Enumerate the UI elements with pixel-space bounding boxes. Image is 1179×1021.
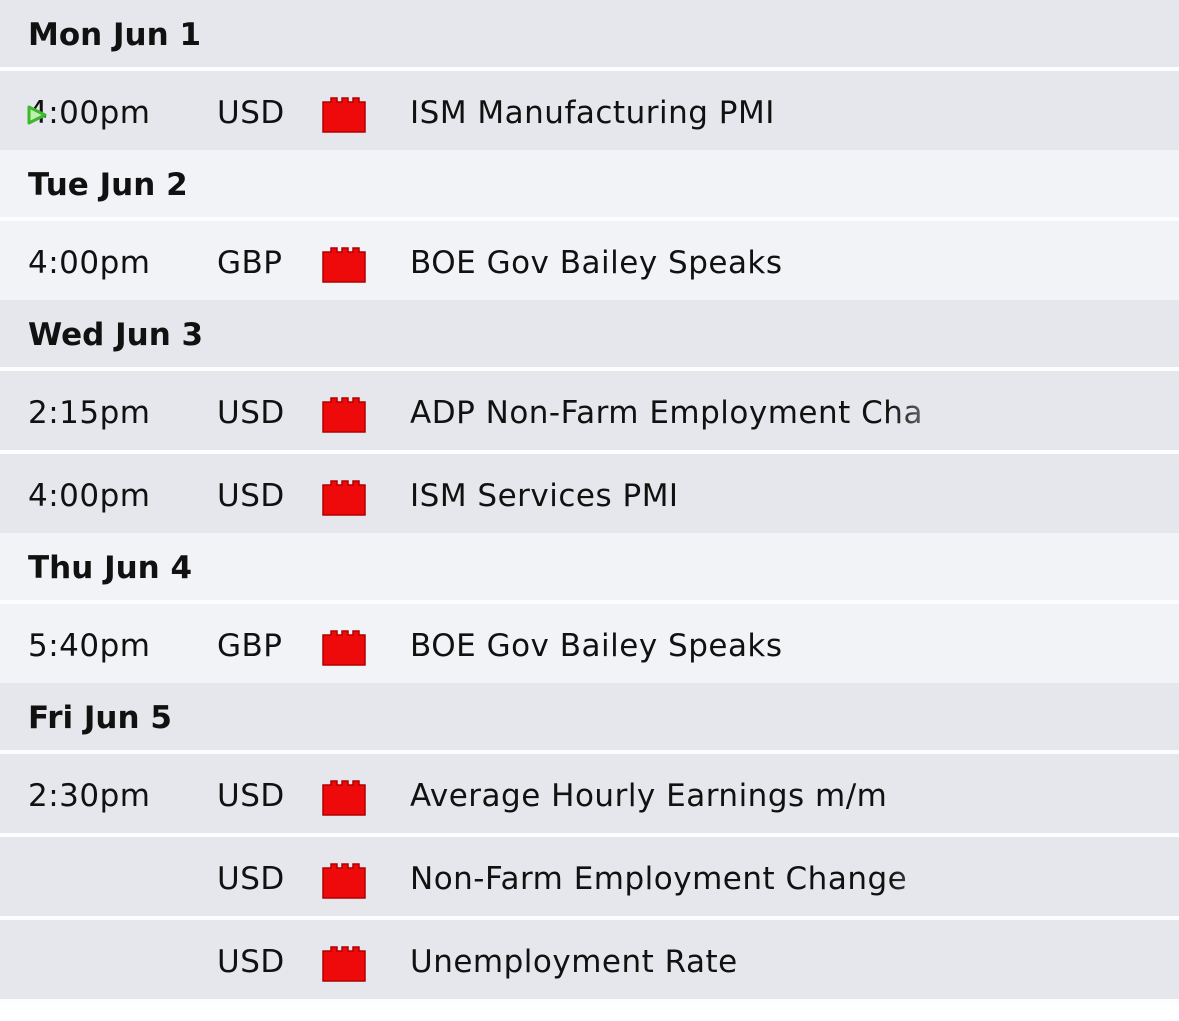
event-time: 4:00pm xyxy=(28,95,151,131)
day-header: Wed Jun 3 xyxy=(0,300,1179,371)
event-row: 4:00pm GBP BOE Gov Bailey Speaks xyxy=(0,221,1179,300)
day-group: Wed Jun 3 2:15pm USD ADP Non-Farm Employmen… xyxy=(0,300,1179,533)
day-group: Tue Jun 2 4:00pm GBP BOE Gov Bailey Speaks xyxy=(0,150,1179,300)
day-header: Fri Jun 5 xyxy=(0,683,1179,754)
event-time: 2:30pm xyxy=(28,778,151,814)
impact-icon xyxy=(322,480,366,516)
event-time: 4:00pm xyxy=(28,478,151,514)
event-time: 5:40pm xyxy=(28,628,151,664)
event-row: USD Non-Farm Employment Change xyxy=(0,837,1179,920)
event-currency: USD xyxy=(217,478,285,514)
event-currency: GBP xyxy=(217,628,283,664)
day-header: Tue Jun 2 xyxy=(0,150,1179,221)
impact-icon xyxy=(322,97,366,133)
event-title: ISM Services PMI xyxy=(410,478,679,514)
impact-icon xyxy=(322,946,366,982)
event-time: 2:15pm xyxy=(28,395,151,431)
impact-icon xyxy=(322,397,366,433)
day-group: Thu Jun 4 5:40pm GBP BOE Gov Bailey Speaks xyxy=(0,533,1179,683)
event-title: BOE Gov Bailey Speaks xyxy=(410,245,783,281)
event-currency: USD xyxy=(217,861,285,897)
day-header: Thu Jun 4 xyxy=(0,533,1179,604)
event-row: 2:15pm USD ADP Non-Farm Employment Cha xyxy=(0,371,1179,454)
event-time: 4:00pm xyxy=(28,245,151,281)
impact-icon xyxy=(322,630,366,666)
event-currency: USD xyxy=(217,95,285,131)
event-title: Unemployment Rate xyxy=(410,944,738,980)
event-currency: USD xyxy=(217,944,285,980)
impact-icon xyxy=(322,863,366,899)
event-row: 4:00pm USD ISM Services PMI xyxy=(0,454,1179,533)
impact-icon xyxy=(322,247,366,283)
impact-icon xyxy=(322,780,366,816)
day-header: Mon Jun 1 xyxy=(0,0,1179,71)
event-row: 5:40pm GBP BOE Gov Bailey Speaks xyxy=(0,604,1179,683)
event-row: USD Unemployment Rate xyxy=(0,920,1179,1003)
current-marker xyxy=(27,105,47,125)
event-currency: USD xyxy=(217,778,285,814)
event-title: BOE Gov Bailey Speaks xyxy=(410,628,783,664)
event-title: ADP Non-Farm Employment Cha xyxy=(410,395,923,431)
event-title: Average Hourly Earnings m/m xyxy=(410,778,888,814)
event-row: 4:00pm USD ISM Manufacturing PMI xyxy=(0,71,1179,150)
day-group: Fri Jun 5 2:30pm USD Average Hourly Earning… xyxy=(0,683,1179,1003)
event-currency: GBP xyxy=(217,245,283,281)
event-row: 2:30pm USD Average Hourly Earnings m/m xyxy=(0,754,1179,837)
event-currency: USD xyxy=(217,395,285,431)
day-group: Mon Jun 1 4:00pm USD ISM Manufacturing PMI xyxy=(0,0,1179,150)
event-title: Non-Farm Employment Change xyxy=(410,861,908,897)
event-title: ISM Manufacturing PMI xyxy=(410,95,775,131)
